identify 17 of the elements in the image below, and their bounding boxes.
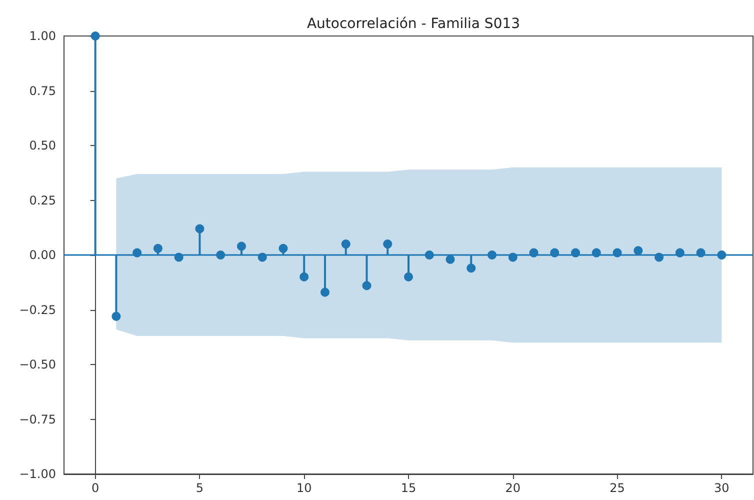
- y-tick-label: −0.25: [19, 302, 56, 317]
- x-tick-label: 30: [714, 481, 730, 495]
- y-tick-label: 1.00: [29, 29, 56, 43]
- y-tick-label: 0.75: [29, 84, 56, 98]
- y-tick-label: −0.50: [19, 358, 56, 372]
- y-tick-label: 0.50: [29, 138, 56, 152]
- x-tick-label: 10: [296, 481, 312, 495]
- x-tick-label: 5: [196, 481, 204, 495]
- x-tick-label: 20: [505, 481, 521, 495]
- chart-title: Autocorrelación - Familia S013: [306, 16, 520, 32]
- y-tick-label: 0.25: [29, 193, 56, 208]
- x-tick-label: 25: [610, 481, 625, 495]
- x-tick-label: 0: [92, 481, 100, 495]
- y-tick-label: −1.00: [19, 467, 56, 481]
- y-tick-label: −0.75: [19, 412, 56, 426]
- x-tick-label: 15: [400, 481, 416, 495]
- y-tick-label: 0.00: [29, 248, 56, 262]
